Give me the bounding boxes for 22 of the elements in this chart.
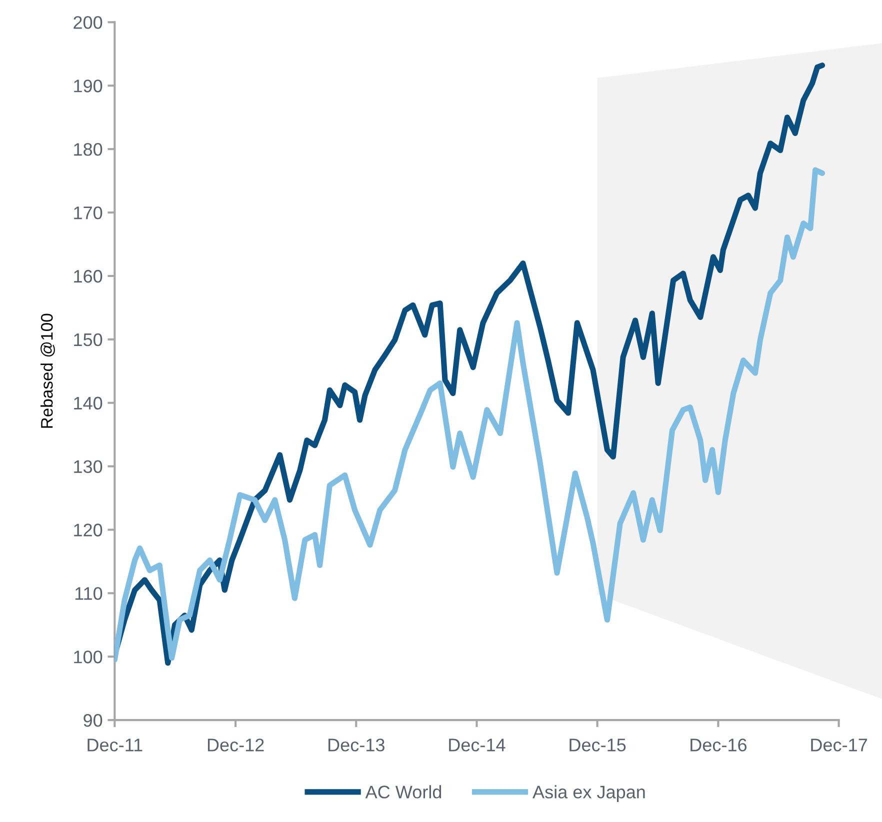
x-tick-label: Dec-15 (570, 738, 626, 752)
y-tick-label: 90 (84, 714, 102, 727)
y-tick-label: 140 (74, 396, 102, 410)
y-tick-label: 120 (74, 524, 102, 536)
y-tick-label: 150 (74, 333, 102, 346)
x-tick-label: Dec-11 (88, 738, 142, 752)
legend-label: AC World (365, 785, 442, 798)
x-tick-label: Dec-12 (208, 738, 264, 752)
y-tick-label: 100 (74, 650, 102, 664)
y-tick-label: 160 (74, 270, 102, 283)
y-tick-label: 170 (74, 206, 102, 220)
y-tick-label: 200 (74, 16, 102, 29)
x-tick-label: Dec-16 (690, 738, 747, 752)
x-tick-label: Dec-17 (811, 738, 867, 752)
x-tick-label: Dec-13 (328, 738, 384, 752)
y-tick-label: 110 (75, 587, 102, 600)
y-axis-title: Rebased @100 (40, 314, 55, 428)
x-tick-label: Dec-14 (449, 738, 506, 752)
y-tick-label: 180 (74, 143, 102, 156)
legend-label: Asia ex Japan (532, 785, 645, 802)
y-tick-label: 190 (74, 80, 102, 92)
y-tick-label: 130 (74, 460, 102, 474)
